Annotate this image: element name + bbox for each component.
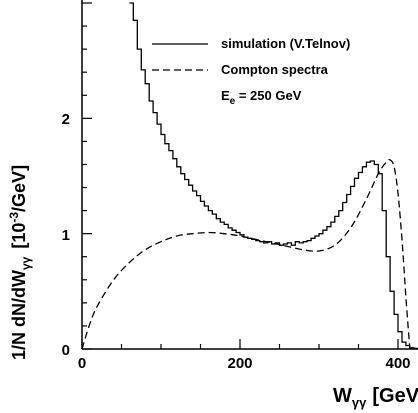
x-axis-title: Wγγ [GeV] bbox=[333, 385, 418, 410]
y-axis-title-main: 1/N dN/dW bbox=[9, 270, 29, 360]
y-axis-title: 1/N dN/dWγγ [10-3/GeV] bbox=[7, 165, 33, 360]
x-axis-title-sub: γγ bbox=[352, 395, 367, 410]
y-axis-title-sub: γγ bbox=[19, 256, 33, 270]
x-tick-label-0: 0 bbox=[78, 355, 86, 372]
y-axis-title-exp: -3 bbox=[7, 212, 21, 223]
legend: simulation (V.Telnov) Compton spectra Ee… bbox=[152, 36, 350, 107]
x-axis-title-main: W bbox=[333, 385, 352, 407]
y-tick-label-1: 1 bbox=[62, 227, 70, 244]
y-tick-label-0: 0 bbox=[62, 342, 70, 359]
x-axis-title-unit: [GeV] bbox=[372, 385, 418, 407]
y-tick-label-2: 2 bbox=[62, 111, 70, 128]
legend-note-sub: e bbox=[230, 96, 236, 107]
y-axis-title-unit: [10 bbox=[9, 223, 29, 249]
series-simulation-histogram bbox=[129, 2, 418, 350]
legend-note-energy: Ee = 250 GeV bbox=[221, 88, 302, 107]
axis-ticks bbox=[81, 2, 399, 350]
legend-note-rest: = 250 GeV bbox=[235, 88, 301, 103]
series-compton-dashed bbox=[81, 158, 411, 350]
legend-label-simulation: simulation (V.Telnov) bbox=[221, 36, 350, 51]
x-tick-label-200: 200 bbox=[227, 355, 252, 372]
legend-note-main: E bbox=[221, 88, 230, 103]
y-axis-title-unit-tail: /GeV] bbox=[9, 165, 29, 212]
legend-label-compton: Compton spectra bbox=[221, 62, 329, 77]
x-tick-label-400: 400 bbox=[385, 355, 410, 372]
